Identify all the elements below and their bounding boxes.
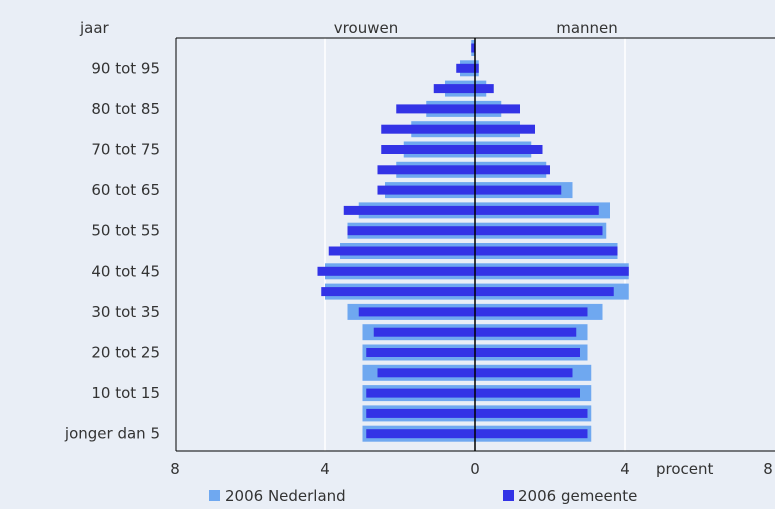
bar-gemeente-vrouwen [377, 185, 475, 195]
x-tick-label: 8 [763, 460, 773, 478]
bar-gemeente-mannen [475, 429, 588, 439]
x-tick-label: 4 [620, 460, 630, 478]
legend: 2006 Nederland 2006 gemeente [209, 487, 637, 505]
bar-gemeente-vrouwen [456, 63, 475, 73]
bar-gemeente-mannen [475, 266, 629, 276]
x-tick-label: 4 [320, 460, 330, 478]
y-tick-label: 80 tot 85 [91, 100, 160, 118]
bar-gemeente-mannen [475, 327, 577, 337]
y-tick-label: jonger dan 5 [64, 425, 160, 443]
y-tick-label: 70 tot 75 [91, 141, 160, 159]
bar-gemeente-vrouwen [347, 226, 475, 236]
bar-gemeente-vrouwen [343, 205, 475, 215]
bar-gemeente-vrouwen [381, 124, 475, 134]
y-tick-label: 20 tot 25 [91, 344, 160, 362]
bar-gemeente-mannen [475, 165, 550, 175]
bar-gemeente-mannen [475, 226, 603, 236]
legend-label-gemeente: 2006 gemeente [518, 487, 637, 505]
bar-gemeente-vrouwen [381, 145, 475, 154]
x-axis-title: procent [656, 460, 714, 478]
legend-swatch-nederland [209, 490, 220, 501]
bar-gemeente-vrouwen [377, 368, 475, 378]
bar-gemeente-vrouwen [471, 43, 475, 53]
bar-gemeente-vrouwen [317, 266, 475, 276]
left-header: vrouwen [334, 19, 398, 37]
y-tick-label: 90 tot 95 [91, 59, 160, 77]
y-axis-title: jaar [79, 19, 110, 37]
legend-swatch-gemeente [503, 490, 514, 501]
bar-gemeente-mannen [475, 388, 580, 398]
bar-gemeente-vrouwen [358, 307, 475, 317]
bar-gemeente-mannen [475, 368, 573, 378]
bar-gemeente-vrouwen [433, 84, 475, 94]
y-tick-label: 40 tot 45 [91, 262, 160, 280]
x-tick-label: 0 [470, 460, 480, 478]
bar-gemeente-vrouwen [366, 408, 475, 418]
y-tick-label: 30 tot 35 [91, 303, 160, 321]
bar-gemeente-vrouwen [373, 327, 475, 337]
bar-gemeente-vrouwen [396, 104, 475, 114]
grid-lines [324, 38, 626, 451]
x-tick-label: 8 [170, 460, 180, 478]
bar-gemeente-mannen [475, 63, 479, 73]
legend-label-nederland: 2006 Nederland [225, 487, 346, 505]
bar-gemeente-mannen [475, 124, 535, 134]
bar-gemeente-vrouwen [366, 348, 475, 357]
bar-gemeente-mannen [475, 104, 520, 114]
bar-gemeente-vrouwen [366, 429, 475, 439]
y-tick-label: 10 tot 15 [91, 384, 160, 402]
bar-gemeente-mannen [475, 348, 580, 357]
right-header: mannen [556, 19, 618, 37]
bar-gemeente-mannen [475, 287, 614, 297]
bar-gemeente-vrouwen [321, 287, 475, 297]
bar-gemeente-mannen [475, 307, 588, 317]
bar-gemeente-mannen [475, 408, 588, 418]
bar-gemeente-mannen [475, 246, 618, 256]
bar-gemeente-vrouwen [366, 388, 475, 398]
y-tick-labels: 90 tot 95 80 tot 85 70 tot 75 60 tot 65 50 t… [64, 59, 160, 442]
bar-gemeente-vrouwen [328, 246, 475, 256]
bar-gemeente-mannen [475, 205, 599, 215]
bars [317, 40, 629, 442]
bar-gemeente-mannen [475, 84, 494, 94]
bar-gemeente-vrouwen [377, 165, 475, 175]
y-tick-label: 60 tot 65 [91, 181, 160, 199]
bar-gemeente-mannen [475, 145, 543, 154]
x-tick-labels: 8 4 0 4 8 [170, 460, 773, 478]
y-tick-label: 50 tot 55 [91, 222, 160, 240]
bar-gemeente-mannen [475, 185, 562, 195]
